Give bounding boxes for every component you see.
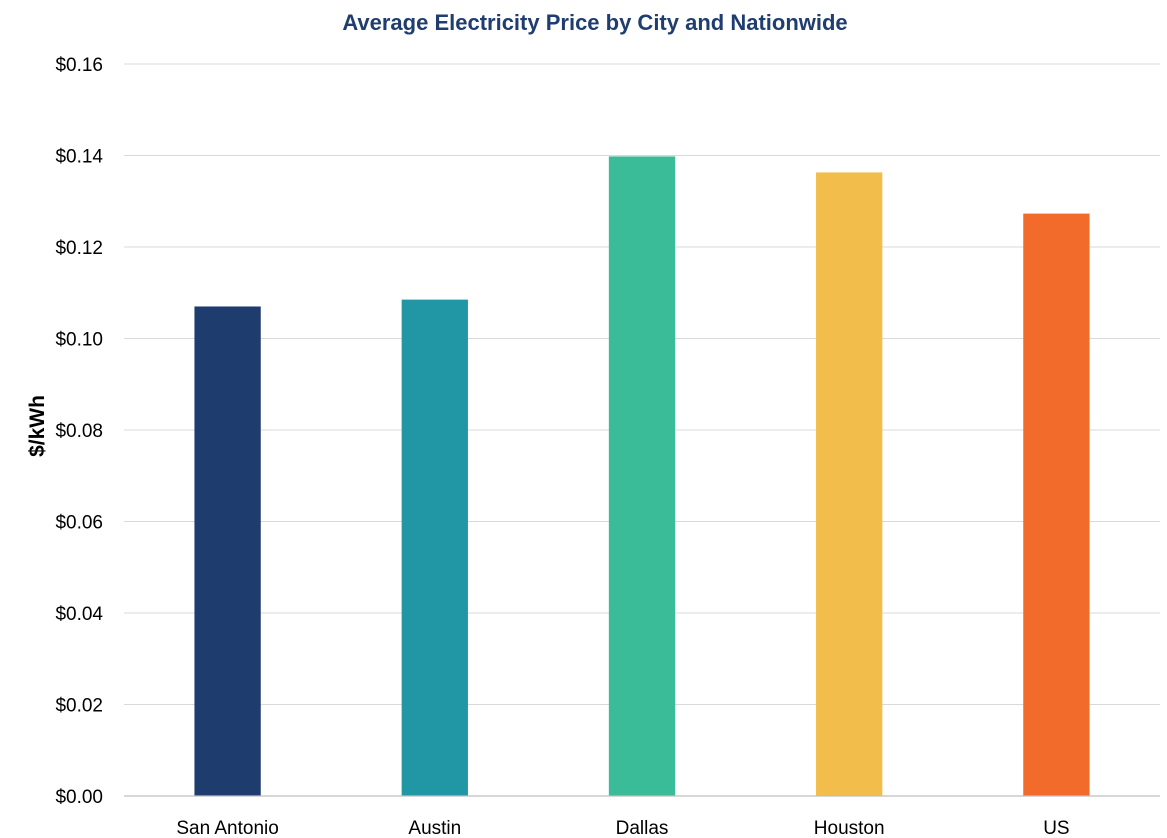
- bar-houston: [816, 172, 883, 797]
- x-tick-label: Austin: [408, 818, 461, 838]
- y-tick-label: $0.12: [55, 238, 103, 259]
- y-tick-label: $0.02: [55, 696, 103, 717]
- y-tick-label: $0.08: [55, 421, 103, 442]
- y-axis-label: $/kWh: [26, 395, 49, 457]
- y-tick-label: $0.06: [55, 513, 103, 534]
- bar-dallas: [608, 156, 676, 797]
- y-tick-label: $0.10: [55, 330, 103, 351]
- bar-us: [1023, 213, 1090, 797]
- bar-san-antonio: [194, 306, 261, 796]
- y-tick-label: $0.04: [55, 604, 103, 625]
- x-axis-ticks: San Antonio Austin Dallas Houston US: [176, 818, 1069, 838]
- x-tick-label: Dallas: [616, 818, 669, 838]
- y-axis-ticks: $0.00 $0.02 $0.04 $0.06 $0.08 $0.10 $0.12 $0.14…: [55, 55, 103, 808]
- bars: [194, 156, 1090, 797]
- y-tick-label: $0.00: [55, 787, 103, 808]
- y-tick-label: $0.14: [55, 147, 103, 168]
- x-tick-label: Houston: [814, 818, 885, 838]
- chart-title: Average Electricity Price by City and Na…: [342, 10, 847, 35]
- y-tick-label: $0.16: [55, 55, 103, 76]
- x-tick-label: US: [1043, 818, 1069, 838]
- bar-austin: [401, 299, 468, 796]
- x-tick-label: San Antonio: [176, 818, 278, 838]
